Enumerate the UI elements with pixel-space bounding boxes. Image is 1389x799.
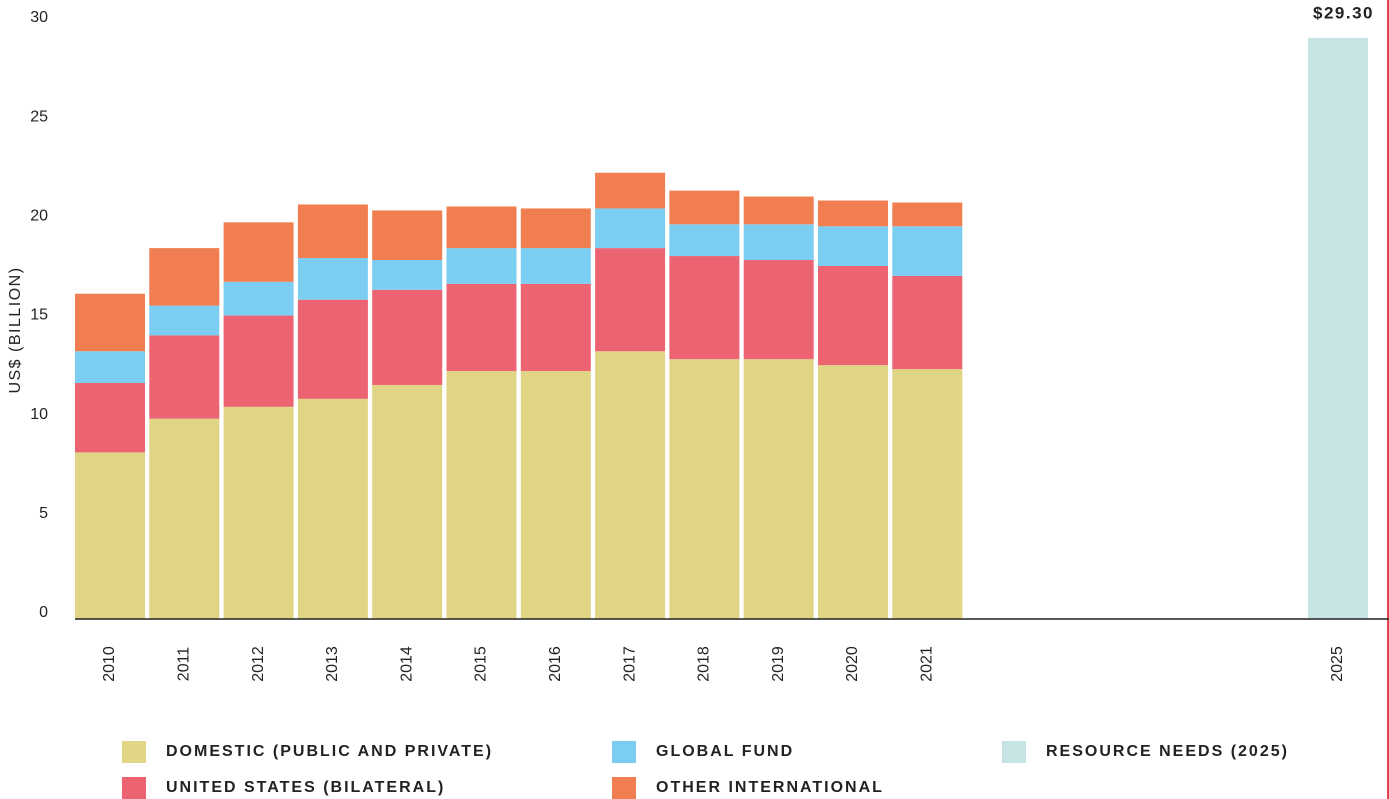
- x-tick-label: 2021: [919, 646, 936, 682]
- legend-label: RESOURCE NEEDS (2025): [1046, 743, 1289, 760]
- bar-segment: [669, 224, 740, 257]
- bar-segment: [372, 384, 443, 619]
- bar-segment: [669, 190, 740, 225]
- bar-segment: [818, 226, 888, 266]
- x-tick-label: 2019: [770, 646, 787, 682]
- bar-segment: [149, 305, 220, 336]
- bar-segment: [75, 351, 145, 383]
- legend-label: UNITED STATES (BILATERAL): [166, 779, 445, 796]
- bar-segment: [892, 202, 963, 227]
- y-tick-label: 25: [30, 108, 48, 125]
- bar-segment: [297, 299, 368, 399]
- bar-segment: [297, 258, 368, 300]
- legend-label: GLOBAL FUND: [656, 743, 794, 760]
- bar-segment: [446, 206, 517, 249]
- bar-segment: [520, 248, 591, 284]
- bar-segment: [446, 283, 517, 372]
- y-axis-label: US$ (BILLION): [7, 266, 24, 393]
- bar-segment: [1308, 37, 1368, 619]
- y-tick-label: 0: [39, 604, 48, 621]
- bar-segment: [743, 260, 814, 360]
- bar-segment: [818, 200, 888, 227]
- bar-segment: [520, 371, 591, 619]
- legend-swatch: [612, 741, 636, 763]
- x-tick-label: 2020: [844, 646, 861, 682]
- bar-segment: [149, 248, 220, 306]
- bar-segment: [595, 351, 666, 619]
- bar-segment: [372, 289, 443, 385]
- legend-swatch: [122, 777, 146, 799]
- bar-segment: [818, 265, 888, 366]
- bar-segment: [595, 172, 666, 209]
- x-tick-label: 2013: [324, 646, 341, 682]
- bar-segment: [372, 260, 443, 290]
- bar-segment: [669, 256, 740, 360]
- y-tick-label: 10: [30, 406, 48, 423]
- x-tick-label: 2011: [176, 647, 193, 682]
- bar-segment: [149, 335, 220, 419]
- x-tick-label: 2014: [398, 646, 415, 682]
- x-tick-label: 2012: [250, 646, 267, 682]
- x-tick-label: 2018: [696, 646, 713, 682]
- bar-segment: [446, 248, 517, 284]
- bar-segment: [669, 359, 740, 619]
- bar-segment: [595, 248, 666, 352]
- legend-swatch: [1002, 741, 1026, 763]
- x-tick-label: 2010: [101, 646, 118, 682]
- legend-swatch: [612, 777, 636, 799]
- bar-segment: [223, 315, 294, 407]
- y-tick-label: 30: [30, 9, 48, 26]
- bar-segment: [297, 398, 368, 619]
- bar-segment: [223, 406, 294, 619]
- bar-segment: [892, 226, 963, 276]
- bar-segment: [520, 208, 591, 249]
- legend-label: DOMESTIC (PUBLIC AND PRIVATE): [166, 743, 493, 760]
- x-tick-label: 2017: [621, 646, 638, 682]
- y-tick-label: 5: [39, 505, 48, 522]
- bar-segment: [75, 293, 145, 352]
- y-tick-label: 15: [30, 307, 48, 324]
- bar-segment: [743, 359, 814, 619]
- bar-segment: [743, 224, 814, 261]
- bar-segment: [743, 196, 814, 225]
- legend-swatch: [122, 741, 146, 763]
- bar-segment: [595, 208, 666, 249]
- y-tick-label: 20: [30, 208, 48, 225]
- bar-segment: [223, 222, 294, 282]
- bar-segment: [149, 418, 220, 619]
- bar-segment: [892, 369, 963, 619]
- value-label: $29.30: [1313, 3, 1374, 22]
- x-tick-label: 2015: [473, 646, 490, 682]
- legend-label: OTHER INTERNATIONAL: [656, 779, 884, 796]
- bar-segment: [892, 275, 963, 370]
- bar-segment: [818, 365, 888, 619]
- x-tick-label: 2025: [1329, 646, 1346, 682]
- bar-segment: [520, 283, 591, 372]
- bar-segment: [75, 382, 145, 453]
- bar-segment: [75, 452, 145, 619]
- x-tick-label: 2016: [547, 646, 564, 682]
- bar-segment: [372, 210, 443, 261]
- bar-segment: [446, 371, 517, 619]
- bar-segment: [223, 281, 294, 316]
- bar-segment: [297, 204, 368, 259]
